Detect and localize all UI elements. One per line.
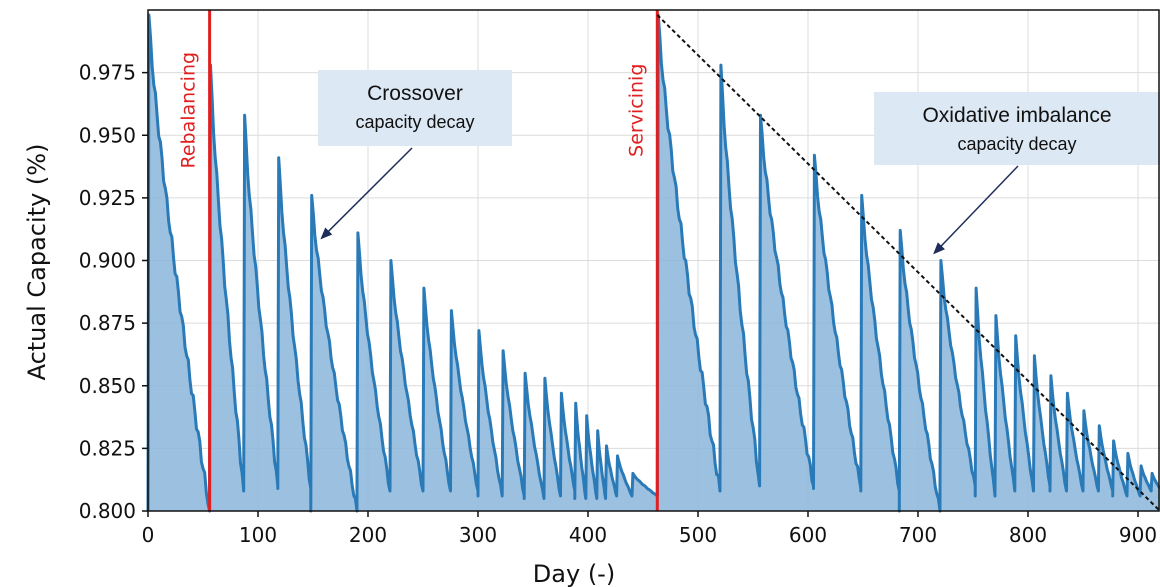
x-tick-label: 800 bbox=[1009, 523, 1047, 547]
x-tick-label: 400 bbox=[569, 523, 607, 547]
capacity-area-fill bbox=[148, 15, 1160, 511]
crossover-annotation-subtitle: capacity decay bbox=[355, 112, 474, 132]
y-tick-label: 0.900 bbox=[79, 249, 136, 273]
oxidative-annotation-box bbox=[874, 92, 1160, 165]
servicing-event-label: Servicinig bbox=[625, 64, 647, 157]
x-tick-label: 700 bbox=[899, 523, 937, 547]
oxidative-annotation-subtitle: capacity decay bbox=[957, 134, 1076, 154]
crossover-annotation-box bbox=[318, 70, 512, 146]
event-markers: Rebalancing Servicinig bbox=[178, 10, 659, 511]
x-tick-label: 600 bbox=[789, 523, 827, 547]
y-tick-label: 0.800 bbox=[79, 499, 136, 523]
annotations: Crossover capacity decay Oxidative imbal… bbox=[318, 70, 1160, 255]
rebalancing-event-label: Rebalancing bbox=[178, 52, 200, 169]
x-tick-label: 0 bbox=[142, 523, 155, 547]
crossover-annotation-title: Crossover bbox=[367, 82, 463, 105]
x-tick-label: 200 bbox=[349, 523, 387, 547]
y-tick-label: 0.975 bbox=[79, 61, 136, 85]
oxidative-annotation-title: Oxidative imbalance bbox=[922, 104, 1111, 127]
x-tick-label: 900 bbox=[1119, 523, 1157, 547]
x-tick-label: 100 bbox=[239, 523, 277, 547]
axis-ticks: 0 100 200 300 400 500 600 700 800 900 0.800 0.825 0.… bbox=[79, 61, 1157, 547]
oxidative-annotation-arrow bbox=[933, 165, 1019, 255]
y-axis-title: Actual Capacity (%) bbox=[23, 144, 51, 381]
y-tick-label: 0.875 bbox=[79, 311, 136, 335]
y-tick-label: 0.850 bbox=[79, 374, 136, 398]
y-tick-label: 0.825 bbox=[79, 436, 136, 460]
oxidative-trend-line bbox=[656, 14, 1160, 512]
x-tick-label: 500 bbox=[679, 523, 717, 547]
y-tick-label: 0.950 bbox=[79, 123, 136, 147]
capacity-series-line bbox=[146, 13, 1160, 513]
x-tick-label: 300 bbox=[459, 523, 497, 547]
y-tick-label: 0.925 bbox=[79, 186, 136, 210]
x-axis-title: Day (-) bbox=[533, 560, 615, 587]
crossover-annotation-arrow bbox=[320, 147, 413, 240]
